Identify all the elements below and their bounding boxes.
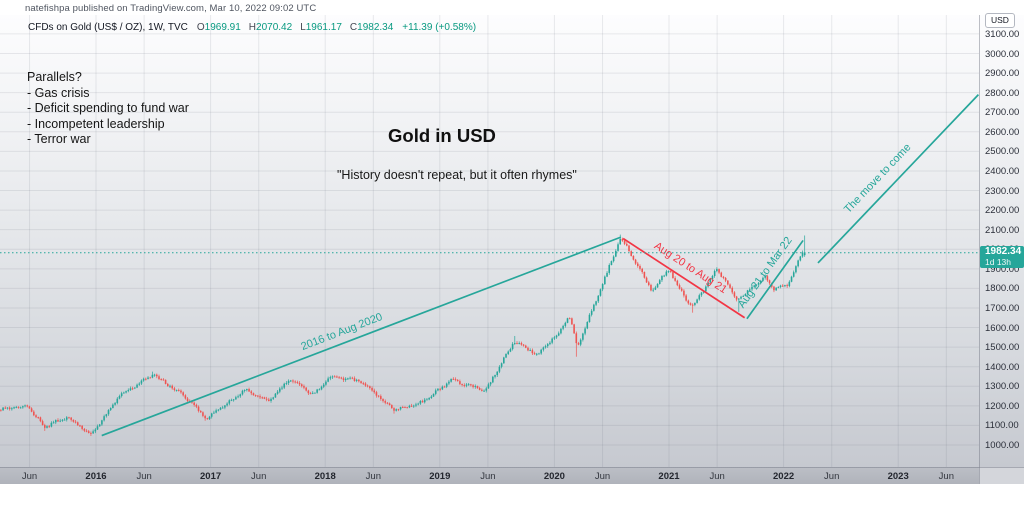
time-tick-label: Jun <box>709 471 725 482</box>
price-tick-label: 1000.00 <box>985 440 1020 451</box>
currency-unit-button[interactable]: USD <box>985 13 1015 28</box>
time-axis-separator <box>0 467 1024 468</box>
price-tick-label: 1800.00 <box>985 283 1020 295</box>
parallels-item: - Incompetent leadership <box>27 116 165 131</box>
ohlc-segment-h: H2070.42 <box>248 21 293 33</box>
ohlc-segment-c: C1982.34 <box>349 21 394 33</box>
price-tick-label: 1100.00 <box>985 420 1019 432</box>
time-scale[interactable] <box>0 467 979 484</box>
time-tick-label: Jun <box>136 471 152 482</box>
price-tick-label: 2100.00 <box>985 224 1020 236</box>
chart-background <box>0 15 1024 467</box>
time-tick-label: Jun <box>824 471 840 482</box>
ohlc-values: O1969.91 H2070.42 L1961.17 C1982.34 <box>197 22 393 33</box>
price-tick-label: 2700.00 <box>985 107 1020 119</box>
trendline-aug-21-to-mar-22[interactable]: Aug 21 to Mar 22 <box>736 235 804 320</box>
time-tick-label: 2016 <box>85 471 107 482</box>
price-tick-label: 3000.00 <box>985 48 1020 60</box>
parallels-title: Parallels? <box>27 70 82 84</box>
price-tick-label: 2400.00 <box>985 165 1020 177</box>
time-tick-label: Jun <box>251 471 267 482</box>
bar-countdown: 1d 13h <box>985 256 1011 267</box>
price-tick-label: 3100.00 <box>985 28 1020 40</box>
time-tick-label: 2023 <box>887 471 909 482</box>
price-tick-label: 1600.00 <box>985 322 1020 334</box>
price-tick-label: 1400.00 <box>985 361 1020 373</box>
price-tick-label: 2600.00 <box>985 126 1020 138</box>
price-axis-separator <box>979 15 980 484</box>
publisher-bar: natefishpa published on TradingView.com,… <box>0 0 1024 15</box>
time-tick-label: Jun <box>480 471 496 482</box>
time-tick-label: 2021 <box>658 471 680 482</box>
change-value: +11.39 (+0.58%) <box>402 21 477 33</box>
publisher-text: natefishpa published on TradingView.com,… <box>25 3 317 14</box>
price-tick-label: 1900.00 <box>985 263 1020 275</box>
time-tick-label: 2018 <box>314 471 336 482</box>
quote-note[interactable]: "History doesn't repeat, but it often rh… <box>337 168 577 182</box>
time-tick-label: Jun <box>365 471 381 482</box>
footer: TradingView <box>0 484 1024 508</box>
time-tick-label: 2017 <box>200 471 222 482</box>
trendline-label-the-move-to-come: The move to come <box>842 141 914 215</box>
symbol-legend[interactable]: CFDs on Gold (US$ / OZ), 1W, TVC O1969.9… <box>28 21 476 33</box>
current-price-flag: 1982.34 1d 13h <box>980 245 1024 268</box>
symbol-title: CFDs on Gold (US$ / OZ), 1W, TVC <box>28 21 188 33</box>
price-tick-label: 2300.00 <box>985 185 1020 197</box>
parallels-item: - Gas crisis <box>27 85 90 100</box>
time-tick-label: 2019 <box>429 471 451 482</box>
price-tick-label: 1500.00 <box>985 342 1020 354</box>
parallels-items: - Gas crisis - Deficit spending to fund w… <box>27 86 189 148</box>
price-tick-label: 1700.00 <box>985 302 1020 314</box>
price-tick-label: 1300.00 <box>985 381 1020 393</box>
trendline-label-aug-21-to-mar-22: Aug 21 to Mar 22 <box>736 235 795 311</box>
price-tick-label: 2500.00 <box>985 146 1020 158</box>
time-tick-label: 2020 <box>543 471 565 482</box>
price-tick-label: 2800.00 <box>985 87 1020 99</box>
price-tick-label: 2900.00 <box>985 68 1020 80</box>
time-tick-label: 2022 <box>773 471 795 482</box>
time-tick-label: Jun <box>938 471 954 482</box>
ohlc-segment-l: L1961.17 <box>300 21 342 33</box>
time-tick-label: Jun <box>21 471 38 482</box>
gridlines <box>0 15 979 467</box>
time-tick-label: Jun <box>594 471 611 482</box>
price-flag-value: 1982.34 <box>985 245 1022 257</box>
parallels-item: - Deficit spending to fund war <box>27 101 189 115</box>
parallels-note[interactable]: Parallels? - Gas crisis - Deficit spendin… <box>27 70 189 148</box>
time-scale-corner <box>979 467 1024 484</box>
price-tick-label: 1200.00 <box>985 400 1020 412</box>
parallels-item: - Terror war <box>27 132 91 146</box>
candlestick-series <box>0 234 806 436</box>
price-scale[interactable]: 1000.00 1100.00 1200.00 1300.00 1400.00 1500.… <box>980 15 1024 467</box>
ohlc-segment-o: O1969.91 <box>196 21 241 33</box>
price-tick-label: 2200.00 <box>985 205 1020 217</box>
chart-title-note[interactable]: Gold in USD <box>388 125 496 146</box>
